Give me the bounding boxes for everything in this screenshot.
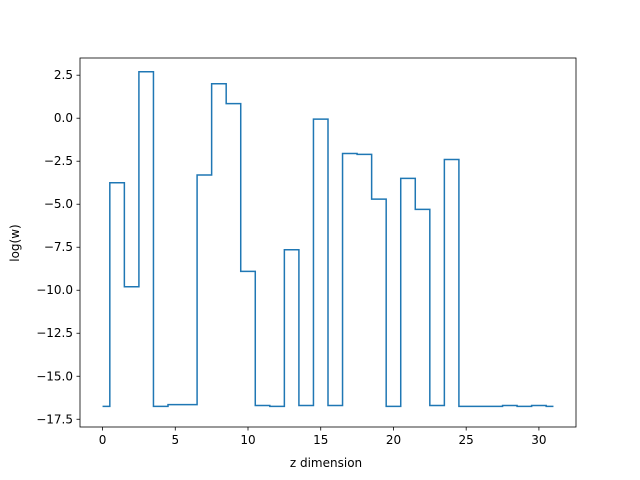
plot-layer bbox=[102, 71, 554, 408]
y-tick-label: −7.5 bbox=[44, 240, 73, 254]
y-tick-label: −2.5 bbox=[44, 154, 73, 168]
y-tick-label: −17.5 bbox=[36, 412, 73, 426]
y-tick-label: 2.5 bbox=[54, 68, 73, 82]
x-tick-label: 15 bbox=[313, 433, 328, 447]
x-tick-label: 0 bbox=[99, 433, 107, 447]
x-tick-label: 5 bbox=[171, 433, 179, 447]
x-tick-label: 25 bbox=[459, 433, 474, 447]
y-axis-label: log(w) bbox=[8, 224, 22, 261]
y-tick-label: −12.5 bbox=[36, 326, 73, 340]
axes-spine bbox=[79, 57, 577, 428]
series-line-0 bbox=[102, 71, 554, 408]
x-axis-label: z dimension bbox=[290, 456, 362, 470]
x-tick-label: 20 bbox=[386, 433, 401, 447]
y-ticks: −17.5 −15.0 −12.5 −10.0 −7.5 −5.0 −2.5 0.0 2.5 bbox=[36, 68, 80, 426]
y-tick-label: −10.0 bbox=[36, 283, 73, 297]
y-tick-label: −5.0 bbox=[44, 197, 73, 211]
y-tick-label: 0.0 bbox=[54, 111, 73, 125]
y-tick-label: −15.0 bbox=[36, 369, 73, 383]
x-tick-label: 30 bbox=[531, 433, 546, 447]
x-tick-label: 10 bbox=[240, 433, 255, 447]
x-ticks: 0 5 10 15 20 25 30 bbox=[99, 427, 547, 447]
axes-frame bbox=[79, 57, 577, 428]
